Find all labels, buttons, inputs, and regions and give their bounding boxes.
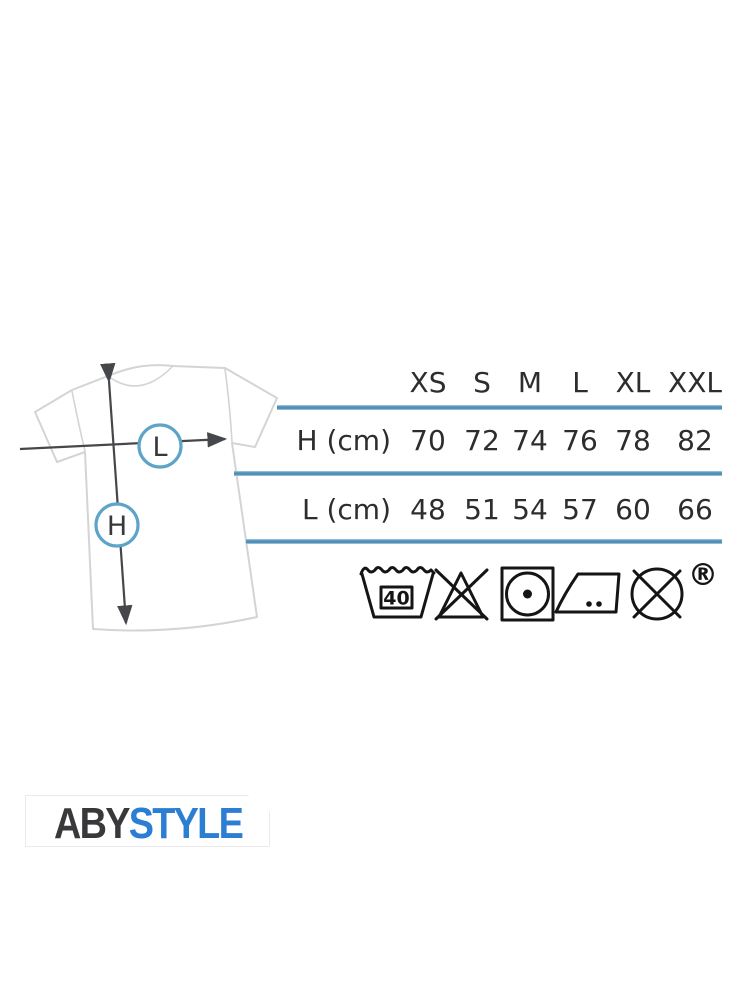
iron-icon [554, 572, 621, 614]
h-value-xxl: 82 [677, 424, 713, 457]
registered-trademark-icon: ® [688, 558, 718, 593]
h-value-m: 74 [512, 424, 548, 457]
tshirt-diagram: L H [20, 362, 278, 632]
width-label: L [152, 432, 167, 463]
abystyle-logo: ABYSTYLE [25, 795, 270, 847]
do-not-dry-clean-icon [630, 567, 684, 621]
abystyle-logo-text: ABYSTYLE [54, 796, 244, 848]
h-value-l: 76 [562, 424, 598, 457]
l-value-xl: 60 [615, 493, 651, 526]
row-label-h: H (cm) [296, 424, 391, 457]
wash-temp-label: 40 [383, 588, 409, 610]
height-label-circle [94, 502, 140, 548]
h-value-xl: 78 [615, 424, 651, 457]
h-value-xs: 70 [410, 424, 446, 457]
size-col-s: S [473, 366, 491, 399]
tshirt-outline [34, 364, 278, 632]
tumble-dry-icon [500, 566, 555, 622]
row-label-l: L (cm) [301, 493, 391, 526]
table-row-height: H (cm) 70 72 74 76 78 82 [0, 424, 750, 458]
height-arrow [100, 362, 133, 626]
l-value-xs: 48 [410, 493, 446, 526]
l-value-m: 54 [512, 493, 548, 526]
table-divider-top [277, 405, 722, 410]
size-col-xxl: XXL [668, 366, 722, 399]
height-label: H [107, 511, 127, 542]
size-col-xl: XL [615, 366, 651, 399]
size-table-header: XS S M L XL XXL [0, 366, 750, 400]
h-value-s: 72 [464, 424, 500, 457]
width-label-circle [137, 423, 183, 469]
table-row-width: L (cm) 48 51 54 57 60 66 [0, 493, 750, 527]
size-col-xs: XS [409, 366, 447, 399]
logo-part-aby: ABY [54, 799, 130, 848]
l-value-xxl: 66 [677, 493, 713, 526]
tshirt-right-armhole-seam [224, 368, 233, 443]
table-divider-bottom [246, 539, 722, 544]
registered-mark: ® [688, 558, 718, 593]
care-symbols: 40 ® [359, 558, 718, 622]
do-not-bleach-icon [434, 568, 489, 621]
l-value-l: 57 [562, 493, 598, 526]
size-col-m: M [517, 366, 543, 399]
l-value-s: 51 [464, 493, 500, 526]
logo-part-style: STYLE [128, 799, 244, 848]
table-divider-middle [234, 471, 722, 476]
wash-40-icon: 40 [359, 566, 436, 619]
size-col-l: L [572, 366, 588, 399]
